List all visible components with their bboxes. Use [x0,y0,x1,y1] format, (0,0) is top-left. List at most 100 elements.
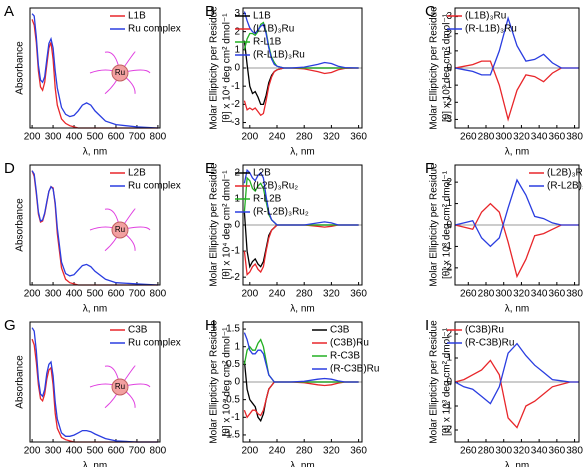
legend-label: L2B [253,168,271,179]
panel-letter: F [425,160,434,177]
data-line [243,21,359,69]
panel-letter: E [205,160,215,177]
x-tick-label: 700 [129,132,146,143]
x-tick-label: 300 [495,446,512,457]
x-tick-label: 240 [269,289,286,300]
x-tick-label: 400 [66,446,83,457]
x-tick-label: 360 [350,289,367,300]
y-tick-label: 0 [446,63,452,74]
plot-frame [242,321,363,443]
x-tick-label: 320 [323,446,340,457]
x-tick-label: 200 [241,289,258,300]
panel-letter: H [205,317,216,334]
x-tick-label: 380 [566,289,583,300]
panel-letter: C [425,3,436,20]
metal-center [111,221,129,239]
plot-frame [29,7,161,129]
y-tick-label: -1 [231,81,240,92]
y-tick-label: -3 [443,114,452,125]
x-tick-label: 200 [24,446,41,457]
y-axis-label: [θ] x 10⁴ deg cm² dmol⁻¹ [222,327,233,437]
x-tick-label: 600 [108,446,125,457]
y-tick-label: -1 [231,246,240,257]
y-tick-label: 1 [234,44,240,55]
y-tick-label: -1 [231,412,240,423]
y-tick-label: 0 [234,377,240,388]
metal-label: Ru [115,225,125,234]
x-axis-label: λ, nm [505,147,529,158]
y-axis-label: Molar Ellipticity per Residue [429,163,440,287]
y-tick-label: 1 [446,353,452,364]
y-tick-label: -2 [231,272,240,283]
data-line [454,16,579,76]
y-tick-label: 2 [234,26,240,37]
y-tick-label: -1 [443,401,452,412]
x-axis-label: λ, nm [505,304,529,315]
x-tick-label: 600 [108,289,125,300]
y-tick-label: 2 [446,329,452,340]
x-tick-label: 260 [460,289,477,300]
metal-label: Ru [115,68,125,77]
y-axis-label: [θ] x 10³ deg cm² dmol⁻¹ [442,170,453,279]
data-line [31,13,158,129]
x-axis-label: λ, nm [290,304,314,315]
x-tick-label: 320 [513,289,530,300]
x-tick-label: 200 [241,132,258,143]
y-tick-label: 3 [234,8,240,19]
x-tick-label: 400 [66,289,83,300]
x-tick-label: 360 [350,132,367,143]
data-line [243,11,359,69]
legend-label: (C3B)Ru [465,325,504,336]
x-tick-label: 300 [495,289,512,300]
legend-label: (R-C3B)Ru [465,338,514,349]
legend-label: (R-C3B)Ru [330,364,379,375]
data-line [454,60,579,122]
legend-label: (L1B)₃Ru [465,11,506,22]
metal-center [111,378,129,396]
data-line [243,332,359,383]
y-tick-label: 0 [446,220,452,231]
data-line [454,359,579,429]
x-tick-label: 280 [296,132,313,143]
y-axis-label: [θ] x 10⁴ deg cm² dmol⁻¹ [222,170,233,280]
legend-label: R-C3B [330,351,360,362]
y-axis-label: [θ] x 10⁴ deg cm² dmol⁻¹ [222,13,233,123]
x-tick-label: 320 [513,132,530,143]
x-tick-label: 280 [478,289,495,300]
x-tick-label: 700 [129,446,146,457]
y-tick-label: 0.5 [226,359,240,370]
x-tick-label: 300 [495,132,512,143]
panel-letter: I [425,317,429,334]
x-tick-label: 320 [513,446,530,457]
data-line [243,224,359,276]
x-tick-label: 320 [323,289,340,300]
data-line [243,168,359,226]
y-tick-label: -0.5 [223,394,241,405]
x-tick-label: 700 [129,289,146,300]
y-tick-label: -2 [443,425,452,436]
plot-frame [242,164,363,286]
x-tick-label: 300 [45,446,62,457]
y-tick-label: 0 [234,220,240,231]
legend-label: Ru complex [128,338,181,349]
y-axis-label: [θ] x 10³ deg cm² dmol⁻¹ [442,13,453,122]
x-axis-label: λ, nm [290,461,314,467]
legend-label: (R-L1B)₃Ru [253,50,305,61]
y-tick-label: 1 [446,45,452,56]
x-tick-label: 360 [549,132,566,143]
legend-label: Ru complex [128,181,181,192]
x-axis-label: λ, nm [83,147,107,158]
x-tick-label: 800 [150,289,167,300]
legend-label: (L2B)₃Ru₂ [253,181,298,192]
legend-label: R-L2B [253,194,282,205]
metal-label: Ru [115,382,125,391]
x-tick-label: 260 [460,132,477,143]
y-axis-label: Molar Ellipticity per Residue [209,6,220,130]
x-tick-label: 360 [549,446,566,457]
y-tick-label: -1 [443,80,452,91]
x-tick-label: 260 [460,446,477,457]
x-tick-label: 300 [45,132,62,143]
data-line [243,211,359,269]
x-tick-label: 380 [566,446,583,457]
